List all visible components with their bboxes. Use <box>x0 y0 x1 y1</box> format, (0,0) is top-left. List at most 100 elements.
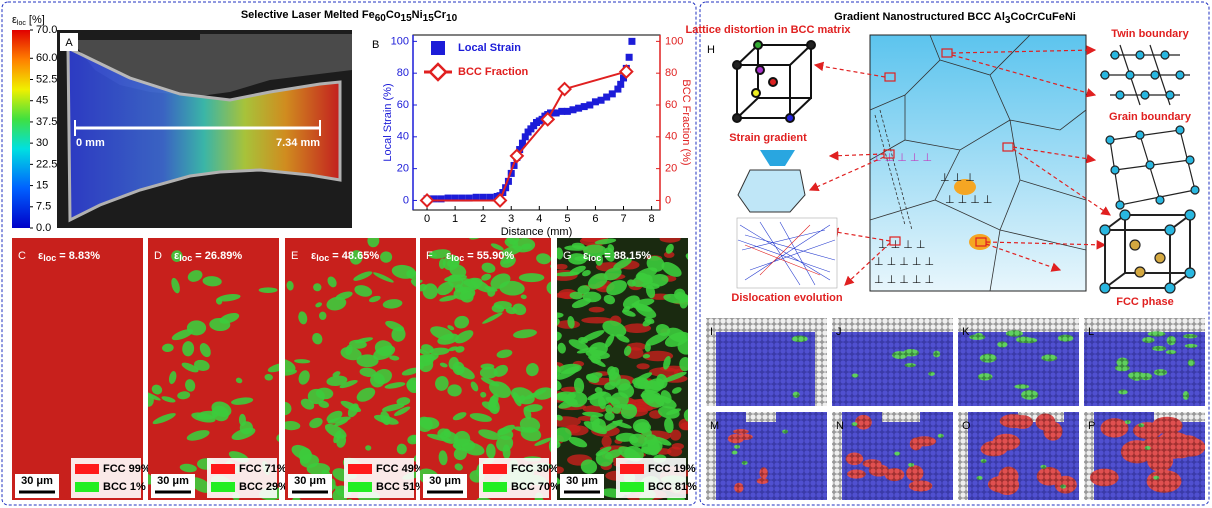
strain-label-part: loc <box>179 253 192 263</box>
twin-atoms <box>793 392 800 398</box>
legend-swatch <box>75 482 99 492</box>
panel-label: J <box>836 326 842 338</box>
twin-atoms <box>1153 476 1159 480</box>
twin-atoms <box>975 333 983 339</box>
legend-label: FCC 49% <box>376 463 424 475</box>
fcc-atoms <box>1133 422 1162 439</box>
svg-text:⊥ ⊥ ⊥ ⊥: ⊥ ⊥ ⊥ ⊥ <box>945 194 993 206</box>
bcc-grain <box>447 384 461 396</box>
md-atoms <box>1084 318 1205 406</box>
x-tick-label: 5 <box>564 213 570 225</box>
fcc-atoms <box>992 434 1020 451</box>
data-point <box>628 38 635 45</box>
scale-bar-label: 30 μm <box>21 475 53 487</box>
y-axis-title: Local Strain (%) <box>382 83 394 161</box>
colorbar-tick-label: 70.0 <box>36 24 57 36</box>
callout-label: FCC phase <box>1116 296 1173 308</box>
y-tick-label: 20 <box>397 163 409 175</box>
fcc-atoms <box>913 436 936 446</box>
x-tick-label: 0 <box>424 213 430 225</box>
panel-label: I <box>710 326 713 338</box>
panel-label: H <box>707 44 715 56</box>
panel-label: G <box>563 250 572 262</box>
surface-atoms <box>958 318 1079 332</box>
panel-label: C <box>18 250 26 262</box>
strain-label-part: loc <box>588 253 601 263</box>
strain-label-part: loc <box>316 253 329 263</box>
md-atoms <box>1084 412 1208 500</box>
gradient-icon <box>738 170 805 212</box>
twin-atoms <box>1115 365 1130 372</box>
legend-swatch <box>483 464 507 474</box>
md-atoms <box>706 318 827 406</box>
strain-label-part: = 48.65% <box>329 250 379 262</box>
fcc-atoms <box>1147 470 1182 493</box>
panel-label: P <box>1088 420 1095 432</box>
colorbar-tick-label: 0.0 <box>36 222 51 234</box>
fcc-grain <box>555 264 567 270</box>
y-tick-label: 100 <box>391 35 409 47</box>
svg-text:⊥ ⊥ ⊥ ⊥: ⊥ ⊥ ⊥ ⊥ <box>878 239 926 251</box>
x-tick-label: 4 <box>536 213 542 225</box>
gauge-end: 7.34 mm <box>276 137 320 149</box>
twin-atoms <box>908 463 914 467</box>
scale-bar-label: 30 μm <box>294 475 326 487</box>
legend-label: BCC 29% <box>239 481 288 493</box>
md-atoms <box>706 412 827 500</box>
bcc-atoms <box>706 412 827 500</box>
panel-title-part: 10 <box>446 13 458 24</box>
twin-atoms <box>1145 446 1151 450</box>
fcc-atoms <box>847 469 866 478</box>
twin-atoms <box>742 461 748 465</box>
fcc-atoms <box>1167 437 1194 459</box>
colorbar-tick-label: 22.5 <box>36 158 57 170</box>
fcc-atoms <box>1121 440 1153 463</box>
panel-label: B <box>372 39 379 51</box>
scale-bar-label: 30 μm <box>157 475 189 487</box>
twin-atoms <box>1183 391 1189 400</box>
colorbar-tick-label: 15 <box>36 179 48 191</box>
x-tick-label: 6 <box>592 213 598 225</box>
fcc-atoms <box>1043 422 1062 441</box>
legend-label: BCC 1% <box>103 481 146 493</box>
fcc-atoms <box>1012 415 1033 429</box>
x-tick-label: 1 <box>452 213 458 225</box>
colorbar-tick-label: 45 <box>36 95 48 107</box>
y2-tick-label: 20 <box>665 163 677 175</box>
twin-atoms <box>903 349 919 356</box>
legend-swatch <box>348 482 372 492</box>
twin-atoms <box>732 451 738 455</box>
legend-swatch <box>211 464 235 474</box>
legend-swatch <box>483 482 507 492</box>
md-atoms <box>958 412 1079 500</box>
md-snapshot <box>706 318 827 406</box>
fcc-atoms <box>909 480 933 491</box>
panel-label: K <box>962 326 970 338</box>
panel-label: M <box>710 420 719 432</box>
md-snapshot <box>958 412 1079 500</box>
callout-label: Dislocation evolution <box>731 292 843 304</box>
colorbar-tick-label: 30 <box>36 137 48 149</box>
svg-text:⊥ ⊥ ⊥ ⊥ ⊥: ⊥ ⊥ ⊥ ⊥ ⊥ <box>874 256 934 268</box>
twin-atoms <box>981 459 987 463</box>
twin-atoms <box>1006 330 1023 336</box>
twin-atoms <box>1132 375 1142 381</box>
colorbar <box>12 30 30 228</box>
twin-atoms <box>1138 423 1144 427</box>
fcc-atoms <box>733 429 749 434</box>
fcc-atoms <box>1101 418 1129 437</box>
panel-title-part: Ni <box>412 9 423 21</box>
panel-title: Selective Laser Melted Fe60Co15Ni15Cr10 <box>241 9 458 24</box>
md-atoms <box>832 318 953 406</box>
atom-models <box>1100 45 1199 293</box>
panel-title: Gradient Nanostructured BCC Al3CoCrCuFeN… <box>834 11 1076 26</box>
fcc-grain <box>601 436 611 448</box>
twin-atoms <box>1188 359 1195 366</box>
panel-label: O <box>962 420 971 432</box>
strain-label-part: = 26.89% <box>192 250 242 262</box>
twin-atoms <box>1167 336 1176 345</box>
y-tick-label: 60 <box>397 99 409 111</box>
strain-label-part: = 88.15% <box>601 250 651 262</box>
y2-tick-label: 80 <box>665 67 677 79</box>
scale-bar-label: 30 μm <box>429 475 461 487</box>
